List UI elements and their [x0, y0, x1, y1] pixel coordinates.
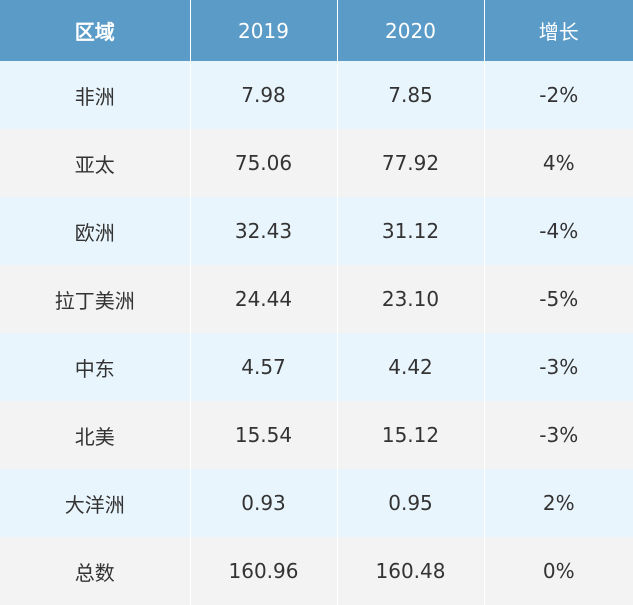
cell-2019: 75.06: [190, 129, 338, 197]
cell-growth: -5%: [484, 265, 633, 333]
cell-2019: 0.93: [190, 469, 338, 537]
table-row: 北美 15.54 15.12 -3%: [0, 401, 633, 469]
table-row-total: 总数 160.96 160.48 0%: [0, 537, 633, 605]
cell-2020: 160.48: [337, 537, 485, 605]
cell-region: 中东: [0, 333, 191, 401]
cell-2020: 77.92: [337, 129, 485, 197]
cell-2019: 160.96: [190, 537, 338, 605]
cell-2020: 7.85: [337, 61, 485, 129]
cell-growth: -4%: [484, 197, 633, 265]
header-2019: 2019: [190, 0, 338, 61]
table-row: 中东 4.57 4.42 -3%: [0, 333, 633, 401]
header-growth: 增长: [484, 0, 633, 61]
table-row: 欧洲 32.43 31.12 -4%: [0, 197, 633, 265]
cell-region: 拉丁美洲: [0, 265, 191, 333]
cell-2020: 15.12: [337, 401, 485, 469]
cell-growth: -3%: [484, 333, 633, 401]
cell-2019: 24.44: [190, 265, 338, 333]
cell-region: 大洋洲: [0, 469, 191, 537]
table-row: 大洋洲 0.93 0.95 2%: [0, 469, 633, 537]
cell-region: 欧洲: [0, 197, 191, 265]
table-row: 亚太 75.06 77.92 4%: [0, 129, 633, 197]
cell-region: 非洲: [0, 61, 191, 129]
cell-2020: 23.10: [337, 265, 485, 333]
table-row: 拉丁美洲 24.44 23.10 -5%: [0, 265, 633, 333]
cell-2019: 32.43: [190, 197, 338, 265]
header-region: 区域: [0, 0, 191, 61]
cell-growth: 2%: [484, 469, 633, 537]
cell-2019: 15.54: [190, 401, 338, 469]
cell-region: 北美: [0, 401, 191, 469]
cell-growth: -3%: [484, 401, 633, 469]
cell-2019: 7.98: [190, 61, 338, 129]
table-row: 非洲 7.98 7.85 -2%: [0, 61, 633, 129]
cell-growth: -2%: [484, 61, 633, 129]
cell-2020: 31.12: [337, 197, 485, 265]
table-header-row: 区域 2019 2020 增长: [0, 0, 633, 61]
cell-region: 亚太: [0, 129, 191, 197]
cell-2020: 0.95: [337, 469, 485, 537]
cell-growth: 4%: [484, 129, 633, 197]
cell-2020: 4.42: [337, 333, 485, 401]
header-2020: 2020: [337, 0, 485, 61]
cell-growth: 0%: [484, 537, 633, 605]
cell-region: 总数: [0, 537, 191, 605]
cell-2019: 4.57: [190, 333, 338, 401]
